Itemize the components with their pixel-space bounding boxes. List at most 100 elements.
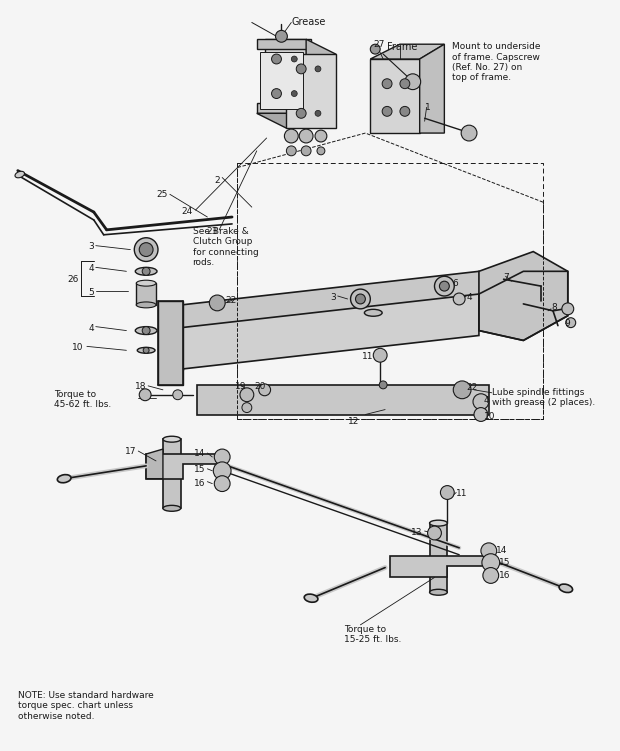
Ellipse shape [163,436,180,442]
Polygon shape [370,44,445,59]
Ellipse shape [135,267,157,276]
Circle shape [299,129,313,143]
Bar [260,52,303,110]
Text: 20: 20 [255,382,266,391]
Circle shape [453,381,471,399]
Circle shape [272,89,281,98]
Circle shape [291,91,297,97]
Text: 12: 12 [348,418,359,427]
Text: 8: 8 [551,303,557,312]
Text: 4: 4 [88,324,94,333]
Text: 4: 4 [484,396,490,405]
Circle shape [400,79,410,89]
Circle shape [301,146,311,155]
Text: 2: 2 [215,176,220,185]
Text: 14: 14 [496,546,507,555]
Polygon shape [420,44,445,133]
Ellipse shape [430,520,448,526]
Polygon shape [158,301,183,385]
Circle shape [355,294,365,304]
Circle shape [474,408,488,421]
Circle shape [382,107,392,116]
Polygon shape [257,104,311,113]
Circle shape [242,403,252,412]
Polygon shape [173,329,183,370]
Polygon shape [286,54,336,128]
Circle shape [400,107,410,116]
Polygon shape [390,556,494,578]
Text: 11: 11 [361,352,373,361]
Ellipse shape [430,590,448,596]
Circle shape [215,449,230,465]
Circle shape [440,486,454,499]
Text: 11: 11 [456,489,467,498]
Circle shape [135,238,158,261]
Polygon shape [146,454,227,478]
Text: 10: 10 [73,343,84,352]
Circle shape [428,526,441,540]
Circle shape [435,276,454,296]
Ellipse shape [559,584,573,593]
Circle shape [286,146,296,155]
Circle shape [142,267,150,276]
Bar [163,439,180,508]
Circle shape [461,125,477,141]
Circle shape [405,74,420,89]
Circle shape [317,147,325,155]
Circle shape [272,54,281,64]
Text: Torque to
15-25 ft. lbs.: Torque to 15-25 ft. lbs. [343,625,401,644]
Text: 1: 1 [425,104,430,113]
Circle shape [315,130,327,142]
Circle shape [566,318,576,327]
Circle shape [473,394,489,409]
Circle shape [291,56,297,62]
Circle shape [259,384,270,396]
Circle shape [142,327,150,334]
Polygon shape [265,39,306,113]
Circle shape [173,390,183,400]
Polygon shape [146,449,163,478]
Circle shape [296,108,306,118]
Text: Grease: Grease [291,17,326,26]
Circle shape [215,475,230,491]
Text: 4: 4 [466,293,472,302]
Text: 7: 7 [503,273,510,282]
Text: Torque to
45-62 ft. lbs.: Torque to 45-62 ft. lbs. [55,390,112,409]
Text: 3: 3 [88,242,94,251]
Text: Frame: Frame [387,42,417,53]
Circle shape [481,543,497,559]
Text: 6: 6 [452,279,458,288]
Text: NOTE: Use standard hardware
torque spec. chart unless
otherwise noted.: NOTE: Use standard hardware torque spec.… [18,691,154,721]
Circle shape [483,568,498,584]
Polygon shape [370,59,420,133]
Ellipse shape [136,302,156,308]
Text: 14: 14 [194,449,205,458]
Polygon shape [479,252,568,340]
Polygon shape [306,39,336,128]
Text: 10: 10 [484,412,495,421]
Text: 15: 15 [194,465,205,474]
Polygon shape [257,39,311,49]
Ellipse shape [304,594,318,602]
Circle shape [453,293,465,305]
Circle shape [379,381,387,389]
Circle shape [296,64,306,74]
Circle shape [275,30,287,42]
Text: 22: 22 [466,383,477,392]
Ellipse shape [135,327,157,334]
Text: Lube spindle fittings
with grease (2 places).: Lube spindle fittings with grease (2 pla… [492,388,595,407]
Polygon shape [198,385,489,415]
Text: 24: 24 [181,207,193,216]
Text: 26: 26 [68,276,79,285]
Circle shape [240,388,254,402]
Text: 17: 17 [125,447,136,456]
Text: 23: 23 [206,227,217,236]
Text: 13: 13 [411,528,423,537]
Text: 22: 22 [225,296,236,305]
Text: 3: 3 [330,293,336,302]
Circle shape [143,348,149,353]
Text: 5: 5 [88,288,94,297]
Ellipse shape [136,280,156,286]
Ellipse shape [163,505,180,511]
Circle shape [140,243,153,257]
